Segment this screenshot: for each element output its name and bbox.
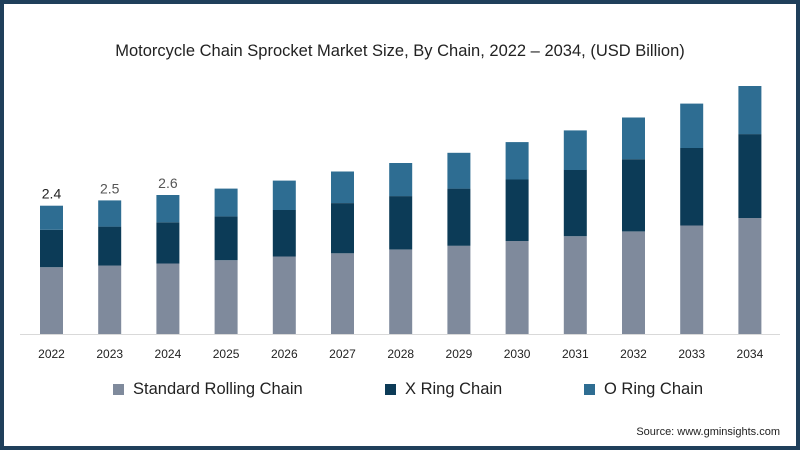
bar-segment-2027-x-ring-chain: [331, 203, 354, 254]
bar-segment-2034-x-ring-chain: [738, 134, 762, 218]
bar-segment-2025-standard-rolling-chain: [214, 260, 238, 334]
bar-segment-2029-x-ring-chain: [447, 188, 471, 246]
bar-segment-2034-o-ring-chain: [738, 86, 762, 135]
bar-segment-2024-o-ring-chain: [156, 195, 180, 223]
legend-swatch-standard-rolling-chain: [113, 384, 124, 395]
bar-segment-2025-o-ring-chain: [214, 188, 238, 217]
source-note: Source: www.gminsights.com: [636, 426, 780, 438]
x-tick-label-2026: 2026: [271, 347, 298, 361]
bar-segment-2034-standard-rolling-chain: [738, 218, 762, 334]
bar-segment-2024-x-ring-chain: [156, 222, 180, 264]
bar-segment-2023-o-ring-chain: [98, 200, 122, 227]
x-tick-label-2023: 2023: [96, 347, 123, 361]
bar-segment-2027-o-ring-chain: [331, 171, 354, 203]
chart-title: Motorcycle Chain Sprocket Market Size, B…: [115, 42, 685, 60]
bar-segment-2024-standard-rolling-chain: [156, 263, 180, 334]
bar-segment-2033-standard-rolling-chain: [680, 225, 704, 334]
bar-segment-2030-o-ring-chain: [505, 142, 529, 180]
bar-segment-2022-standard-rolling-chain: [40, 267, 63, 334]
legend-swatch-x-ring-chain: [385, 384, 396, 395]
x-tick-label-2025: 2025: [213, 347, 240, 361]
legend-item-standard-rolling-chain: Standard Rolling Chain: [113, 380, 303, 399]
bar-segment-2031-standard-rolling-chain: [563, 236, 587, 334]
x-tick-label-2028: 2028: [387, 347, 414, 361]
bar-segment-2029-o-ring-chain: [447, 152, 471, 189]
bar-segment-2033-x-ring-chain: [680, 148, 704, 226]
bar-segment-2031-o-ring-chain: [563, 130, 587, 170]
legend-item-x-ring-chain: X Ring Chain: [385, 380, 502, 399]
bar-segment-2028-o-ring-chain: [389, 163, 413, 197]
bar-segment-2030-standard-rolling-chain: [505, 241, 529, 334]
x-tick-label-2034: 2034: [737, 347, 764, 361]
bar-segment-2028-standard-rolling-chain: [389, 249, 413, 334]
bar-segment-2022-x-ring-chain: [40, 229, 63, 268]
x-tick-label-2033: 2033: [678, 347, 705, 361]
bar-segment-2032-standard-rolling-chain: [622, 231, 645, 334]
x-tick-label-2022: 2022: [38, 347, 65, 361]
x-tick-label-2029: 2029: [446, 347, 473, 361]
legend-label-standard-rolling-chain: Standard Rolling Chain: [133, 380, 303, 398]
bar-segment-2032-x-ring-chain: [622, 159, 645, 232]
x-tick-label-2024: 2024: [155, 347, 182, 361]
legend-item-o-ring-chain: O Ring Chain: [584, 380, 703, 399]
bar-segment-2023-standard-rolling-chain: [98, 265, 122, 334]
bar-segment-2025-x-ring-chain: [214, 216, 238, 261]
data-label-2024: 2.6: [158, 175, 178, 191]
bar-segment-2028-x-ring-chain: [389, 196, 413, 250]
bar-segment-2026-o-ring-chain: [272, 180, 296, 210]
bar-segment-2026-standard-rolling-chain: [272, 256, 296, 334]
bar-segment-2023-x-ring-chain: [98, 226, 122, 266]
x-tick-label-2032: 2032: [620, 347, 647, 361]
chart-legend: Standard Rolling Chain X Ring Chain O Ri…: [0, 380, 800, 400]
bar-segment-2022-o-ring-chain: [40, 205, 63, 230]
legend-label-o-ring-chain: O Ring Chain: [604, 380, 704, 398]
bar-segment-2026-x-ring-chain: [272, 210, 296, 257]
bar-segment-2027-standard-rolling-chain: [331, 253, 354, 334]
data-label-2023: 2.5: [100, 180, 120, 196]
legend-label-x-ring-chain: X Ring Chain: [405, 380, 503, 398]
x-tick-label-2030: 2030: [504, 347, 531, 361]
bar-segment-2030-x-ring-chain: [505, 179, 529, 241]
x-tick-label-2031: 2031: [562, 347, 589, 361]
bar-segment-2031-x-ring-chain: [563, 169, 587, 237]
bar-segment-2029-standard-rolling-chain: [447, 245, 471, 334]
bar-segment-2032-o-ring-chain: [622, 117, 645, 160]
legend-swatch-o-ring-chain: [584, 384, 595, 395]
data-label-2022: 2.4: [42, 186, 62, 202]
bar-segment-2033-o-ring-chain: [680, 103, 704, 148]
x-tick-label-2027: 2027: [329, 347, 356, 361]
